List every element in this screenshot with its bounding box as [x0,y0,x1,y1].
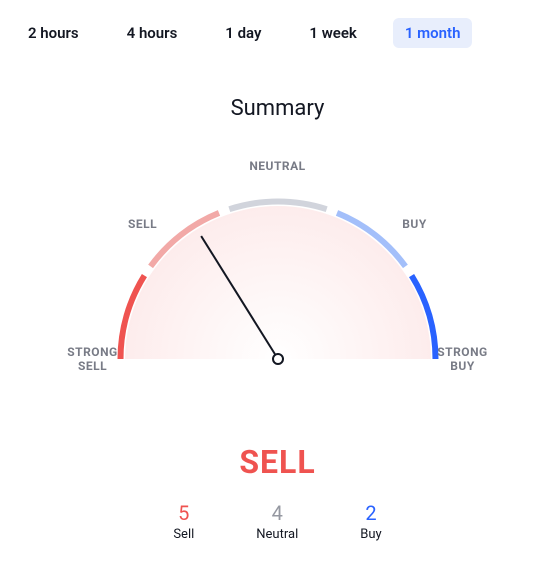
count-buy: 2 Buy [360,501,381,542]
tab-1week[interactable]: 1 week [297,18,368,48]
count-neutral: 4 Neutral [256,501,298,542]
label-strong-buy: STRONGBUY [428,345,498,374]
label-sell: SELL [118,217,168,231]
count-buy-label: Buy [360,527,381,542]
count-sell: 5 Sell [173,501,194,542]
gauge-chart: STRONGSELL SELL NEUTRAL BUY STRONGBUY [68,159,488,419]
label-neutral: NEUTRAL [243,159,313,173]
timeframe-tabs: 2 hours 4 hours 1 day 1 week 1 month [0,0,555,48]
count-sell-label: Sell [173,527,194,542]
tab-1day[interactable]: 1 day [213,18,273,48]
verdict-text: SELL [0,443,555,481]
tab-2hours[interactable]: 2 hours [16,18,91,48]
count-neutral-value: 4 [256,501,298,525]
count-buy-value: 2 [360,501,381,525]
count-sell-value: 5 [173,501,194,525]
gauge-svg [68,159,488,379]
label-buy: BUY [390,217,440,231]
signal-counts: 5 Sell 4 Neutral 2 Buy [0,501,555,542]
label-strong-sell: STRONGSELL [58,345,128,374]
count-neutral-label: Neutral [256,527,298,542]
tab-1month[interactable]: 1 month [393,18,473,48]
page-title: Summary [0,96,555,121]
tab-4hours[interactable]: 4 hours [115,18,190,48]
